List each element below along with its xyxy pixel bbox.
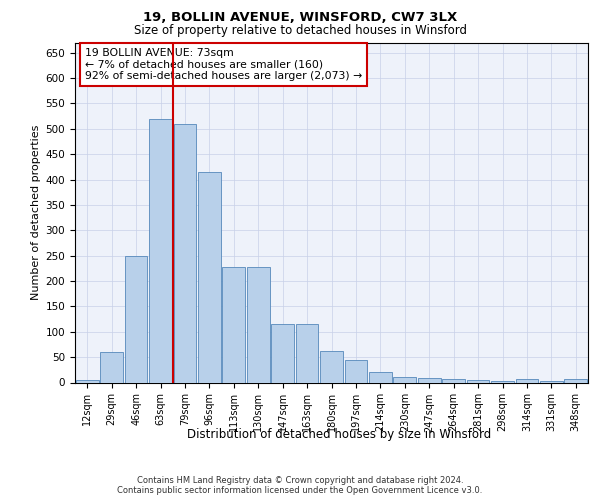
Bar	[515, 379, 538, 382]
Bar	[100, 352, 123, 382]
Bar	[491, 381, 514, 382]
Bar	[173, 124, 196, 382]
Bar	[320, 351, 343, 382]
Text: Contains public sector information licensed under the Open Government Licence v3: Contains public sector information licen…	[118, 486, 482, 495]
Bar	[442, 379, 465, 382]
Bar	[296, 324, 319, 382]
Bar	[149, 118, 172, 382]
Bar	[223, 267, 245, 382]
Bar	[467, 380, 490, 382]
Bar	[247, 267, 269, 382]
Bar	[271, 324, 294, 382]
Bar	[565, 379, 587, 382]
Text: Distribution of detached houses by size in Winsford: Distribution of detached houses by size …	[187, 428, 491, 441]
Bar	[394, 378, 416, 382]
Y-axis label: Number of detached properties: Number of detached properties	[31, 125, 41, 300]
Bar	[76, 380, 98, 382]
Bar	[125, 256, 148, 382]
Bar	[344, 360, 367, 382]
Bar	[369, 372, 392, 382]
Text: Contains HM Land Registry data © Crown copyright and database right 2024.: Contains HM Land Registry data © Crown c…	[137, 476, 463, 485]
Text: 19, BOLLIN AVENUE, WINSFORD, CW7 3LX: 19, BOLLIN AVENUE, WINSFORD, CW7 3LX	[143, 11, 457, 24]
Text: 19 BOLLIN AVENUE: 73sqm
← 7% of detached houses are smaller (160)
92% of semi-de: 19 BOLLIN AVENUE: 73sqm ← 7% of detached…	[85, 48, 362, 81]
Text: Size of property relative to detached houses in Winsford: Size of property relative to detached ho…	[133, 24, 467, 37]
Bar	[418, 378, 440, 382]
Bar	[198, 172, 221, 382]
